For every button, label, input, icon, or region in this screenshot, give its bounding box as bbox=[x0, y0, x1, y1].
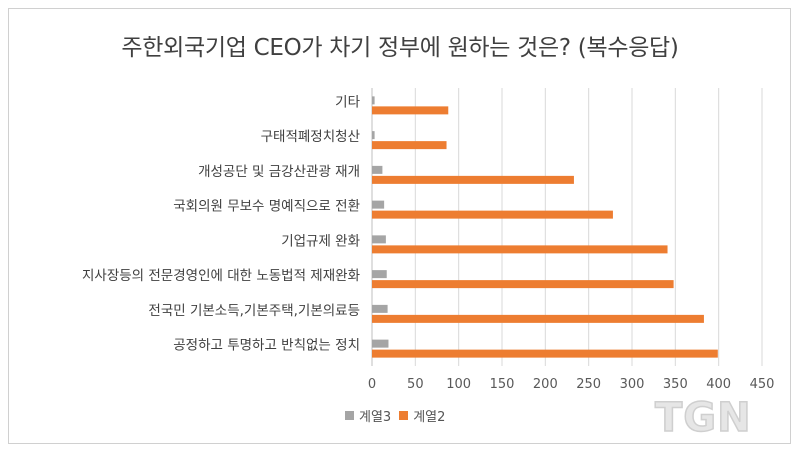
legend-item-series3: 계열3 bbox=[345, 406, 391, 425]
bar-series3 bbox=[372, 96, 375, 105]
x-tick-label: 300 bbox=[620, 377, 645, 392]
bar-series2 bbox=[372, 245, 668, 254]
category-label: 국회의원 무보수 명예직으로 전환 bbox=[173, 199, 360, 215]
bar-series2 bbox=[372, 280, 674, 289]
x-tick-label: 100 bbox=[446, 377, 471, 392]
bar-series2 bbox=[372, 106, 449, 115]
bar-series2 bbox=[372, 314, 704, 323]
category-label: 지사장등의 전문경영인에 대한 노동법적 제재완화 bbox=[82, 268, 360, 284]
legend-label-series2: 계열2 bbox=[413, 409, 446, 425]
bar-series2 bbox=[372, 141, 447, 150]
x-tick-label: 0 bbox=[368, 377, 376, 392]
bar-series3 bbox=[372, 339, 389, 348]
category-label: 구태적폐정치청산 bbox=[261, 129, 360, 145]
chart-frame bbox=[8, 8, 791, 444]
x-tick-label: 250 bbox=[576, 377, 601, 392]
category-label: 기타 bbox=[335, 94, 360, 110]
x-tick-label: 150 bbox=[490, 377, 515, 392]
x-tick-label: 50 bbox=[407, 377, 424, 392]
bar-series3 bbox=[372, 235, 386, 244]
x-tick-label: 400 bbox=[706, 377, 731, 392]
bar-series3 bbox=[372, 165, 383, 174]
bar-series3 bbox=[372, 304, 388, 313]
legend-swatch-series3 bbox=[345, 410, 354, 420]
bar-series2 bbox=[372, 175, 574, 184]
bar-series2 bbox=[372, 210, 613, 219]
x-tick-label: 350 bbox=[663, 377, 688, 392]
category-label: 전국민 기본소득,기본주택,기본의료등 bbox=[148, 303, 360, 319]
category-label: 기업규제 완화 bbox=[281, 233, 360, 249]
legend-item-series2: 계열2 bbox=[399, 406, 445, 425]
legend-swatch-series2 bbox=[399, 410, 409, 420]
tgn-watermark-logo: TGN bbox=[654, 394, 752, 442]
bar-series3 bbox=[372, 200, 385, 209]
x-tick-label: 200 bbox=[533, 377, 558, 392]
chart-legend: 계열3 계열2 bbox=[345, 406, 445, 425]
x-tick-label: 450 bbox=[750, 377, 775, 392]
bar-series3 bbox=[372, 131, 375, 140]
category-label: 공정하고 투명하고 반칙없는 정치 bbox=[173, 338, 360, 354]
chart-title: 주한외국기업 CEO가 차기 정부에 원하는 것은? (복수응답) bbox=[121, 35, 679, 61]
legend-label-series3: 계열3 bbox=[359, 409, 392, 425]
bar-series2 bbox=[372, 349, 718, 358]
category-label: 개성공단 및 금강산관광 재개 bbox=[198, 164, 360, 180]
bar-series3 bbox=[372, 270, 387, 279]
